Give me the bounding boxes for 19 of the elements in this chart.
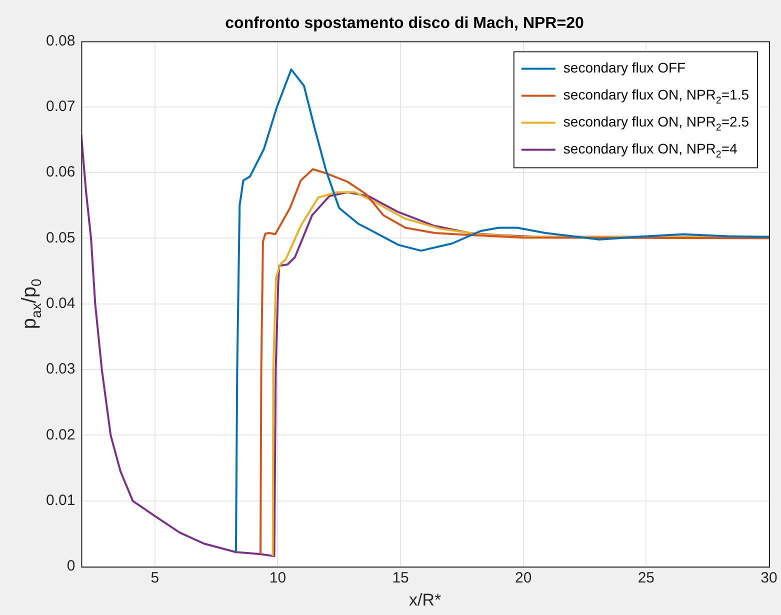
y-tick-label: 0.01 <box>46 492 76 510</box>
x-tick-label: 30 <box>760 570 778 587</box>
y-tick-label: 0 <box>66 558 76 575</box>
chart-title: confronto spostamento disco di Mach, NPR=20 <box>225 15 584 32</box>
y-tick-label: 0.08 <box>46 32 76 50</box>
y-tick-label: 0.07 <box>46 98 76 116</box>
x-tick-label: 10 <box>269 570 286 587</box>
y-tick-label: 0.06 <box>46 164 76 181</box>
legend-label: secondary flux OFF <box>563 60 686 76</box>
x-tick-label: 15 <box>392 570 409 587</box>
y-axis-title: pax/p0 <box>18 278 44 330</box>
x-tick-label: 5 <box>150 570 160 587</box>
x-tick-label: 20 <box>515 570 532 587</box>
x-tick-label: 25 <box>638 570 655 587</box>
y-tick-label: 0.02 <box>46 426 76 444</box>
x-axis-title: x/R* <box>409 590 442 610</box>
y-tick-label: 0.05 <box>46 229 76 246</box>
y-tick-label: 0.04 <box>46 295 76 312</box>
y-tick-label: 0.03 <box>46 360 76 378</box>
